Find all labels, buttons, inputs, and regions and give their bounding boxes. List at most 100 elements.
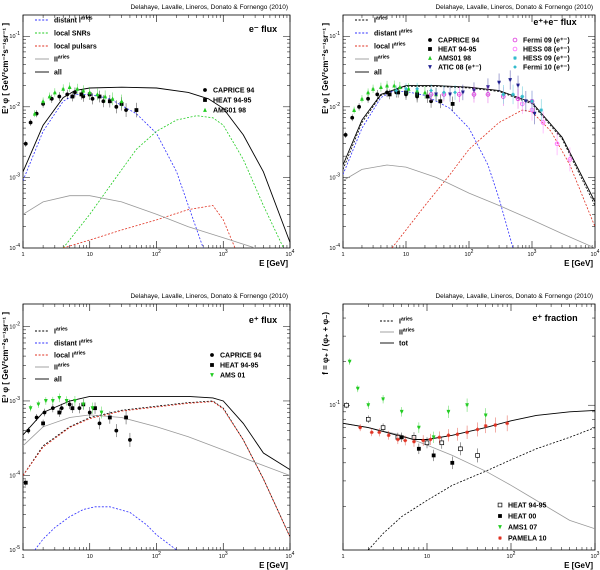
data-point bbox=[396, 90, 401, 95]
legend-entry: IIaries bbox=[399, 328, 415, 337]
panel-title: e⁻ flux bbox=[249, 24, 277, 34]
data-point bbox=[453, 90, 457, 95]
plot-frame bbox=[342, 303, 596, 551]
y-tick-label: 10-3 bbox=[9, 396, 20, 405]
data-point bbox=[36, 402, 41, 407]
data-point bbox=[343, 133, 348, 137]
x-axis-label: E [GeV] bbox=[259, 259, 288, 268]
data-point bbox=[50, 399, 55, 404]
data-point bbox=[416, 425, 421, 430]
chart-panel-3: Delahaye, Lavalle, Lineros, Donato & For… bbox=[1, 293, 295, 570]
data-point bbox=[90, 96, 95, 101]
data-point bbox=[483, 423, 488, 428]
series-line-distant-i-aries bbox=[34, 506, 178, 550]
data-point bbox=[429, 99, 433, 104]
x-tick-label: 104 bbox=[286, 249, 295, 258]
y-axis-label: E³ φ [ GeV²cm⁻²s⁻¹sr⁻¹ ] bbox=[1, 23, 10, 114]
series-line-distant-i-aries bbox=[23, 94, 204, 248]
series-line-ii-aries bbox=[343, 422, 595, 530]
data-point bbox=[110, 96, 115, 101]
x-tick-label: 103 bbox=[591, 551, 600, 560]
curves bbox=[23, 395, 290, 550]
data-point bbox=[455, 432, 460, 437]
legend-marker bbox=[210, 363, 214, 367]
data-point bbox=[465, 403, 469, 408]
legend-entry: distant Iaries bbox=[374, 29, 413, 38]
x-tick-label: 104 bbox=[591, 249, 600, 258]
data-point bbox=[377, 430, 382, 435]
data-point bbox=[28, 120, 33, 125]
data-legend: CAPRICE 94 HEAT 94-95 AMS01 98 ATIC 08 (e⁺⁻… bbox=[428, 38, 570, 72]
panel-title: e⁺ flux bbox=[249, 315, 277, 325]
data-point bbox=[87, 410, 92, 415]
legend-entry: HEAT 00 bbox=[508, 514, 536, 521]
plot-frame bbox=[342, 14, 596, 249]
legend-entry: all bbox=[54, 377, 62, 384]
data-point bbox=[28, 406, 33, 411]
data-point bbox=[67, 84, 72, 90]
series-line-all bbox=[23, 86, 290, 243]
data-point bbox=[530, 99, 534, 104]
legend-entry: IIaries bbox=[54, 363, 70, 372]
data-point bbox=[424, 440, 430, 446]
legend-marker bbox=[428, 47, 432, 51]
data-point bbox=[438, 99, 443, 104]
legend-entry: AMS1 07 bbox=[508, 525, 537, 532]
data-point bbox=[501, 92, 506, 97]
data-point bbox=[423, 90, 427, 95]
data-point bbox=[399, 409, 404, 415]
data-point bbox=[380, 425, 386, 430]
data-point bbox=[26, 428, 31, 433]
x-tick-label: 102 bbox=[152, 551, 161, 560]
y-tick-label: 10-2 bbox=[329, 102, 340, 111]
data-point bbox=[90, 406, 95, 411]
legend-marker bbox=[428, 38, 432, 42]
minor-ticks bbox=[23, 304, 290, 550]
data-point bbox=[57, 94, 62, 99]
x-tick-label: 103 bbox=[219, 249, 228, 258]
x-tick-label: 1 bbox=[21, 252, 24, 258]
credit-text: Delahaye, Lavalle, Lineros, Donato & For… bbox=[435, 293, 593, 300]
data-points bbox=[23, 82, 139, 147]
y-axis-label: f = φ₊ / (φ₊ + φ₋) bbox=[321, 312, 330, 375]
legend-marker bbox=[203, 88, 207, 92]
y-tick-label: 10-3 bbox=[9, 172, 20, 181]
line-legend: Iaries IIaries tot bbox=[380, 317, 415, 348]
data-point bbox=[107, 99, 112, 104]
y-tick-label: 10-1 bbox=[329, 400, 340, 409]
data-point bbox=[59, 406, 64, 411]
data-point bbox=[399, 435, 404, 440]
data-point bbox=[70, 94, 75, 99]
data-point bbox=[493, 423, 498, 427]
data-point bbox=[34, 415, 39, 420]
data-point bbox=[360, 96, 364, 101]
x-tick-label: 103 bbox=[219, 551, 228, 560]
legend-marker bbox=[210, 373, 214, 378]
data-point bbox=[429, 88, 433, 93]
legend-entry: local SNRs bbox=[54, 31, 91, 38]
x-axis-label: E [GeV] bbox=[564, 561, 593, 570]
x-tick-label: 10 bbox=[403, 252, 409, 258]
legend-marker bbox=[428, 55, 432, 60]
data-point bbox=[386, 433, 391, 438]
legend-entry: ATIC 08 (e⁺⁻) bbox=[438, 65, 481, 72]
data-point bbox=[508, 78, 513, 83]
y-tick-label: 10-2 bbox=[9, 321, 20, 330]
series-line-local-snrs bbox=[62, 115, 284, 248]
data-point bbox=[23, 480, 28, 485]
x-tick-label: 10 bbox=[424, 554, 430, 560]
legend-entry: all bbox=[54, 70, 62, 77]
plot-frame bbox=[22, 303, 291, 551]
minor-ticks bbox=[343, 15, 595, 248]
data-point bbox=[511, 92, 515, 97]
y-axis-label: E³ φ [ GeV²cm⁻²s⁻¹sr⁻¹ ] bbox=[1, 312, 10, 403]
data-point bbox=[371, 86, 375, 91]
data-point bbox=[497, 80, 501, 85]
line-legend: Iaries distant Iaries local Iaries IIaries a… bbox=[35, 327, 93, 384]
series-line-tot bbox=[343, 409, 595, 440]
data-point bbox=[350, 115, 355, 120]
chart-panel-4: Delahaye, Lavalle, Lineros, Donato & For… bbox=[321, 293, 600, 570]
data-point bbox=[381, 397, 385, 402]
data-point bbox=[119, 98, 124, 104]
data-point bbox=[442, 90, 446, 95]
